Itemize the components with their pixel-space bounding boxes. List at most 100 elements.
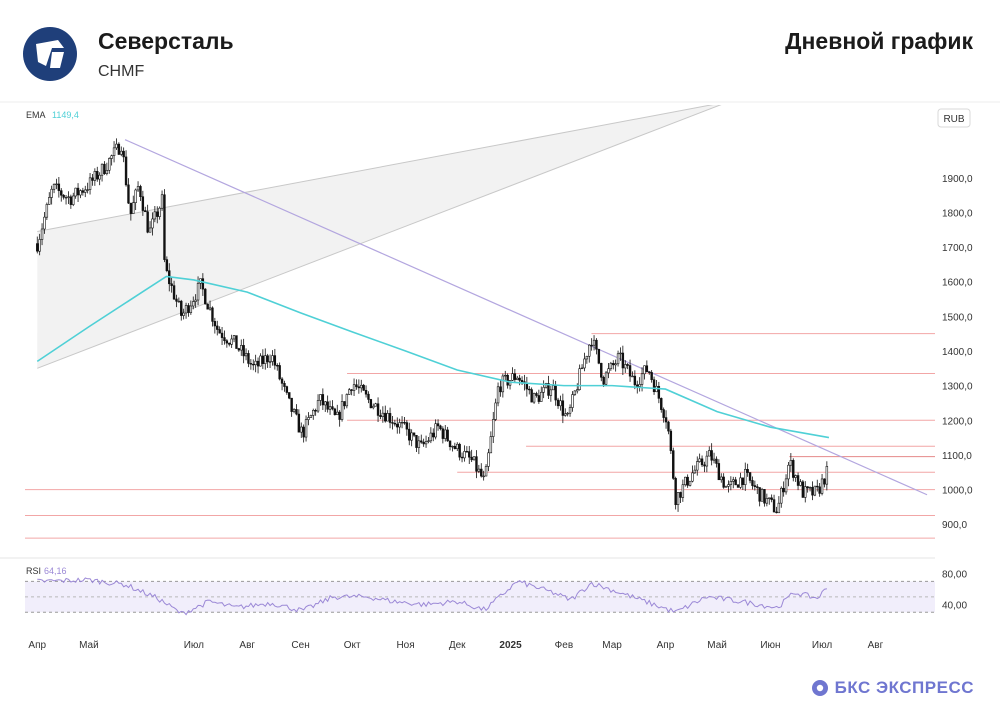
candle-body bbox=[732, 479, 735, 482]
candle-body bbox=[808, 487, 812, 489]
candle-body bbox=[818, 486, 821, 494]
candle-body bbox=[645, 365, 649, 373]
candle-body bbox=[278, 365, 281, 380]
candle-body bbox=[340, 401, 344, 420]
candle-body bbox=[415, 434, 418, 448]
candle-body bbox=[396, 423, 399, 428]
candle-body bbox=[494, 402, 497, 420]
candle-body bbox=[141, 196, 145, 211]
candle-body bbox=[667, 421, 670, 432]
x-tick-label: Окт bbox=[344, 640, 361, 651]
candle-body bbox=[45, 204, 49, 218]
candle-body bbox=[297, 413, 301, 433]
candle-body bbox=[110, 155, 113, 159]
candle-body bbox=[573, 390, 577, 395]
candle-body bbox=[578, 368, 581, 390]
candle-body bbox=[93, 171, 97, 181]
candle-body bbox=[470, 456, 473, 461]
x-tick-label: Дек bbox=[449, 640, 466, 651]
candle-body bbox=[213, 321, 217, 327]
candle-body bbox=[182, 312, 185, 316]
candle-body bbox=[616, 353, 620, 365]
candle-body bbox=[134, 189, 137, 203]
candle-body bbox=[777, 502, 781, 514]
candle-body bbox=[748, 472, 752, 481]
candle-body bbox=[177, 300, 181, 303]
x-tick-label: Авг bbox=[868, 640, 884, 651]
candle-body bbox=[266, 355, 269, 363]
currency-label: RUB bbox=[943, 114, 964, 125]
candle-body bbox=[405, 422, 409, 430]
candle-body bbox=[571, 394, 574, 408]
candle-body bbox=[775, 511, 778, 514]
candle-body bbox=[156, 211, 159, 217]
candle-body bbox=[744, 469, 747, 485]
candle-body bbox=[208, 307, 212, 310]
candle-body bbox=[820, 478, 824, 494]
candle-body bbox=[799, 481, 802, 486]
candle-body bbox=[420, 440, 423, 443]
channel-lower-line bbox=[37, 105, 722, 369]
candle-body bbox=[172, 285, 176, 300]
candle-body bbox=[691, 472, 694, 482]
rsi-line bbox=[37, 577, 828, 616]
candle-body bbox=[153, 211, 157, 220]
chart-title: Дневной график bbox=[785, 28, 973, 54]
candle-body bbox=[295, 409, 298, 415]
candle-body bbox=[746, 469, 749, 473]
x-tick-label: Авг bbox=[239, 640, 255, 651]
candle-body bbox=[348, 389, 351, 395]
candle-body bbox=[124, 156, 128, 186]
candle-body bbox=[403, 421, 406, 424]
candle-body bbox=[424, 441, 428, 445]
candle-body bbox=[225, 340, 229, 344]
candle-body bbox=[684, 476, 687, 486]
candle-body bbox=[652, 379, 656, 393]
candle-body bbox=[564, 413, 567, 416]
candle-body bbox=[772, 499, 776, 513]
ema-layer bbox=[36, 275, 830, 439]
candle-body bbox=[261, 355, 265, 364]
candle-body bbox=[729, 481, 733, 485]
candle-body bbox=[355, 384, 358, 388]
price-chart: RUB 1900,0 1800,0 1700,0 1600,0 1500,0 1400,0 1… bbox=[0, 101, 1000, 651]
candle-body bbox=[254, 360, 257, 365]
candle-body bbox=[813, 485, 817, 496]
candle-body bbox=[321, 394, 325, 406]
candle-body bbox=[561, 400, 565, 416]
candle-body bbox=[636, 384, 639, 387]
ema-value: 1149,4 bbox=[52, 110, 79, 120]
candle-body bbox=[796, 475, 800, 486]
y-tick-label: 1400,0 bbox=[942, 347, 973, 358]
candle-body bbox=[801, 481, 805, 498]
candle-body bbox=[612, 362, 615, 366]
severstal-logo-icon bbox=[23, 27, 77, 81]
candle-body bbox=[252, 363, 255, 366]
candle-body bbox=[369, 399, 373, 409]
candle-body bbox=[230, 338, 233, 345]
candle-body bbox=[307, 417, 310, 420]
candle-body bbox=[768, 497, 771, 499]
candle-body bbox=[192, 301, 195, 307]
candle-body bbox=[352, 384, 356, 391]
candle-body bbox=[597, 348, 601, 364]
candle-body bbox=[480, 468, 483, 477]
y-tick-label: 1000,0 bbox=[942, 486, 973, 497]
candle-body bbox=[638, 384, 641, 387]
candle-body bbox=[657, 385, 661, 399]
x-tick-label: Апр bbox=[28, 640, 46, 651]
ema-label: EMA bbox=[26, 110, 46, 120]
candle-body bbox=[511, 373, 514, 381]
candle-body bbox=[547, 383, 550, 396]
candle-body bbox=[331, 406, 334, 410]
candle-body bbox=[780, 487, 783, 504]
candle-body bbox=[782, 487, 785, 493]
candle-body bbox=[530, 389, 533, 403]
candle-body bbox=[592, 339, 596, 346]
candle-body bbox=[722, 476, 725, 488]
candle-body bbox=[201, 278, 205, 290]
candle-body bbox=[643, 365, 646, 375]
company-name: Северсталь bbox=[98, 28, 234, 54]
candle-body bbox=[444, 429, 447, 439]
x-tick-label: Сен bbox=[291, 640, 309, 651]
